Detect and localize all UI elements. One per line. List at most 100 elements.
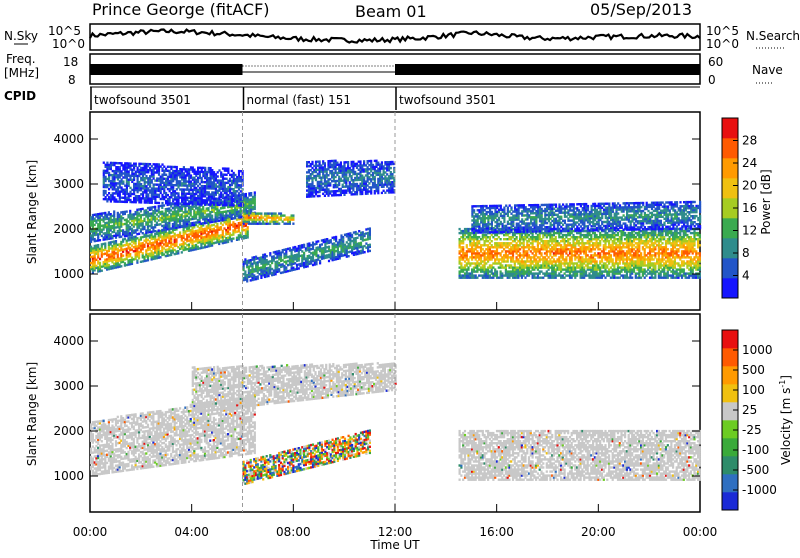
cell-power-5 (347, 161, 349, 163)
cell-power-0 (222, 224, 224, 226)
cell-power-3 (260, 212, 262, 214)
cell-power-1 (120, 236, 122, 238)
cell-power-1 (163, 204, 165, 206)
cell-power-5 (381, 192, 383, 194)
cell-power-2 (217, 175, 219, 177)
cell-power-5 (359, 160, 361, 162)
cell-power-6 (462, 242, 464, 244)
cell-power-0 (97, 244, 99, 246)
cell-power-6 (501, 250, 503, 252)
cell-power-5 (370, 160, 372, 162)
cell-power-6 (491, 258, 493, 260)
cell-power-5 (374, 176, 376, 178)
freq-band-0 (90, 64, 243, 75)
cell-power-0 (247, 226, 249, 228)
cell-power-5 (377, 192, 379, 194)
nsearch-label: N.Search (746, 29, 800, 43)
cell-power-0 (138, 257, 140, 259)
cell-power-2 (177, 192, 179, 194)
cell-power-2 (227, 168, 229, 170)
cell-power-6 (466, 244, 468, 246)
cell-power-5 (374, 192, 376, 194)
cell-power-6 (460, 262, 462, 264)
cell-power-6 (516, 236, 518, 238)
cell-power-4 (257, 275, 259, 277)
cell-power-0 (247, 232, 249, 234)
cell-power-6 (526, 250, 528, 252)
cell-power-5 (381, 161, 383, 163)
cell-power-0 (222, 232, 224, 234)
cell-power-2 (105, 176, 107, 178)
cell-power-2 (183, 166, 185, 168)
nave-tick-top: 60 (708, 55, 723, 69)
cell-power-4 (356, 237, 358, 239)
cell-power-4 (369, 244, 371, 246)
freq-label: Freq. (6, 52, 36, 66)
cell-power-1 (161, 207, 163, 209)
cell-power-0 (231, 240, 233, 242)
nave-tick-bottom: 0 (708, 73, 716, 87)
cell-power-4 (330, 239, 332, 241)
cell-power-6 (482, 248, 484, 250)
cell-power-6 (532, 242, 534, 244)
cell-power-6 (524, 277, 526, 279)
cell-power-0 (177, 252, 179, 254)
cell-power-2 (105, 190, 107, 192)
cell-power-0 (179, 231, 181, 233)
cell-power-3 (246, 210, 248, 212)
cell-power-4 (269, 252, 271, 254)
freq-tick-top: 18 (63, 55, 78, 69)
cell-power-6 (521, 277, 523, 279)
cell-power-4 (328, 246, 330, 248)
cell-power-2 (163, 166, 165, 168)
cell-power-2 (169, 200, 171, 202)
nsky-line (90, 30, 700, 43)
cell-power-4 (298, 267, 300, 269)
cell-power-0 (101, 255, 103, 257)
cell-power-5 (368, 182, 370, 184)
cell-power-5 (324, 195, 326, 197)
cell-power-1 (216, 206, 218, 208)
cell-power-5 (340, 161, 342, 163)
nsearch-tick-top: 10^5 (706, 24, 739, 38)
cell-power-5 (351, 175, 353, 177)
cell-power-2 (122, 180, 124, 182)
cell-power-0 (177, 250, 179, 252)
cell-power-1 (138, 233, 140, 235)
freq-trace (90, 64, 700, 75)
cell-power-2 (204, 167, 206, 169)
cell-power-4 (339, 257, 341, 259)
cell-power-4 (369, 227, 371, 229)
cell-power-2 (193, 169, 195, 171)
cell-power-4 (317, 240, 319, 242)
cell-power-4 (321, 243, 323, 245)
cell-power-6 (489, 236, 491, 238)
cell-power-5 (390, 167, 392, 169)
cell-power-1 (143, 226, 145, 228)
cell-power-0 (99, 262, 101, 264)
cell-power-2 (167, 194, 169, 196)
cell-power-2 (158, 202, 160, 204)
cell-power-4 (303, 244, 305, 246)
cell-power-1 (202, 206, 204, 208)
cell-power-5 (391, 173, 393, 175)
cell-power-2 (227, 170, 229, 172)
cell-power-5 (384, 192, 386, 194)
cell-power-2 (103, 162, 105, 164)
cell-power-2 (121, 186, 123, 188)
cell-power-4 (285, 252, 287, 254)
cell-power-2 (158, 169, 160, 171)
cell-power-2 (133, 179, 135, 181)
cell-power-4 (319, 260, 321, 262)
cell-power-1 (90, 241, 92, 243)
cell-power-2 (231, 170, 233, 172)
cell-power-4 (328, 260, 330, 262)
cell-power-5 (319, 173, 321, 175)
cell-power-5 (324, 162, 326, 164)
cell-power-6 (508, 277, 510, 279)
nsky-tick-top: 10^5 (48, 24, 81, 38)
cell-power-1 (151, 221, 153, 223)
